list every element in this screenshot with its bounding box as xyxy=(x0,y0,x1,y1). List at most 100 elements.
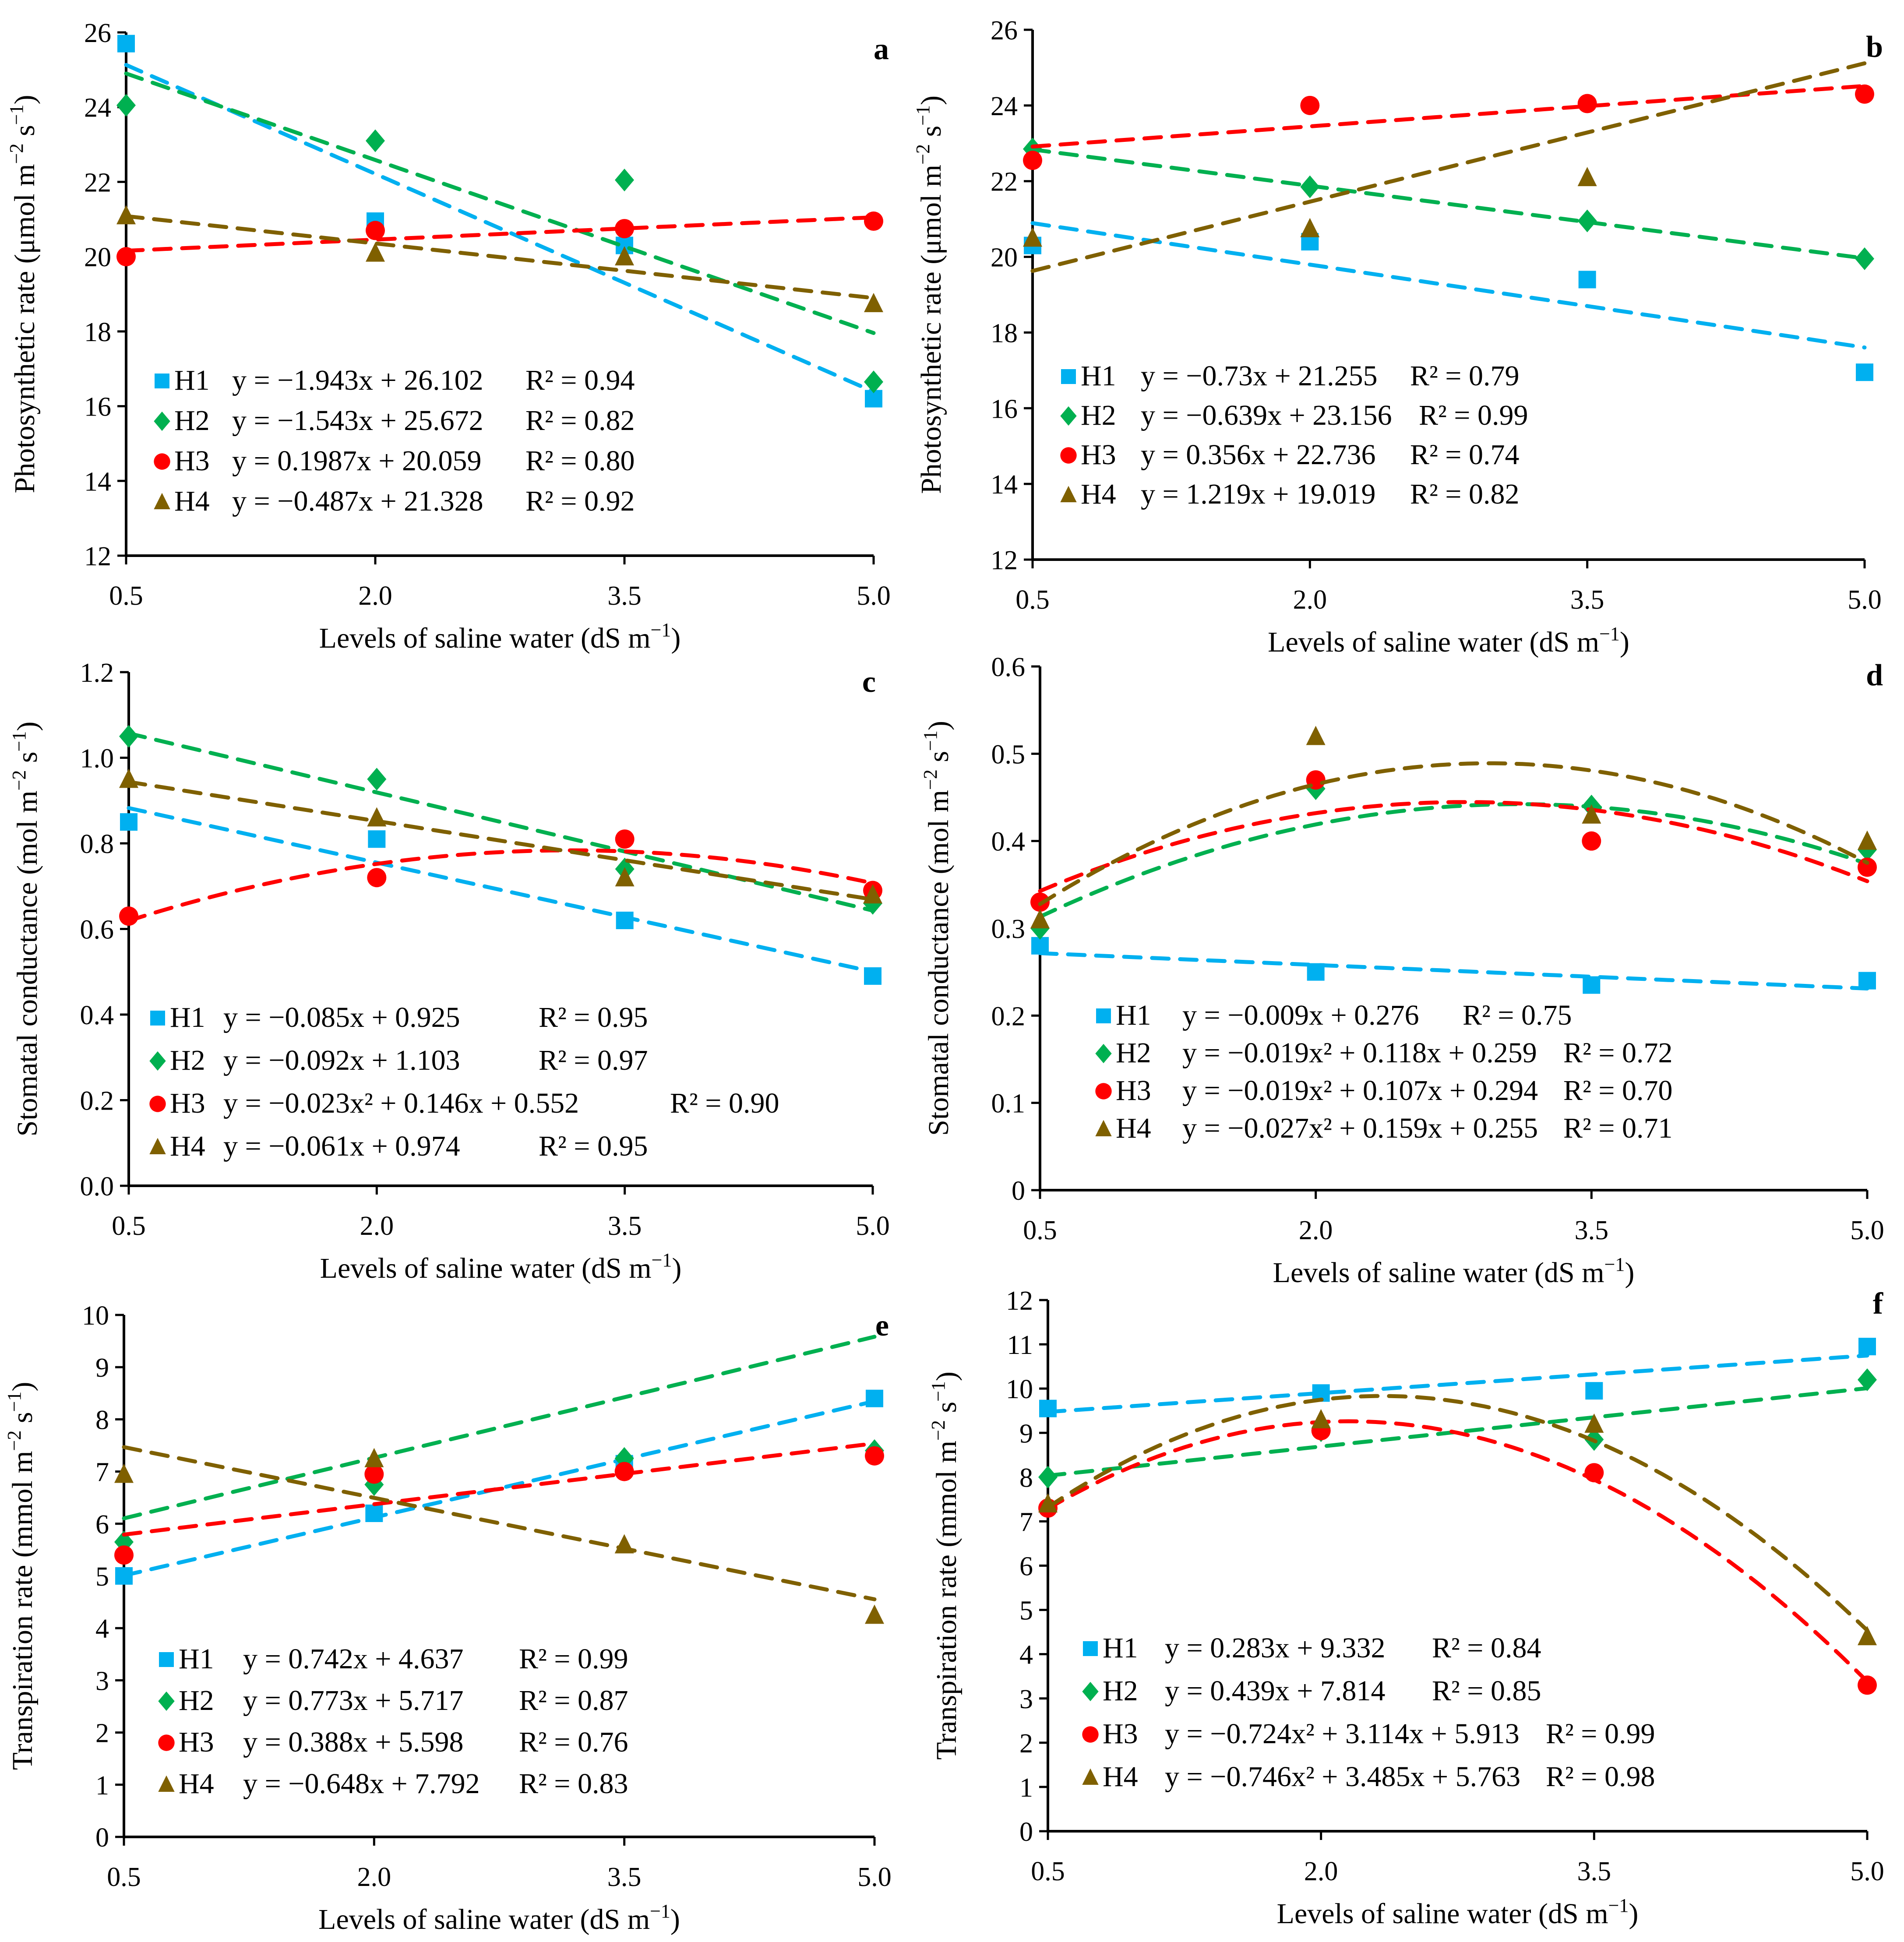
data-point-diamond-marker xyxy=(1855,247,1874,270)
legend-key-triangle-marker xyxy=(1060,486,1077,502)
legend-series-name: H1 xyxy=(170,1001,205,1033)
legend-r2: R² = 0.87 xyxy=(519,1685,628,1716)
data-point-triangle-marker xyxy=(1030,909,1050,929)
y-tick-label: 0.6 xyxy=(991,652,1026,682)
y-tick-label: 6 xyxy=(1019,1552,1033,1582)
trendline-H2 xyxy=(1046,1386,1869,1478)
y-tick-label: 0.2 xyxy=(80,1086,114,1116)
series-H3: H3 y = 0.1987x + 20.059 R² = 0.80 xyxy=(116,211,883,477)
legend-series-name: H1 xyxy=(1116,999,1151,1031)
x-tick-label: 3.5 xyxy=(607,581,642,611)
data-point-square-marker xyxy=(616,911,634,929)
x-tick-label: 3.5 xyxy=(1577,1857,1611,1886)
legend-equation: y = −1.543x + 25.672 xyxy=(232,405,483,437)
legend-equation: y = −0.061x + 0.974 xyxy=(223,1130,460,1162)
x-tick-label: 2.0 xyxy=(1299,1216,1333,1245)
y-tick-label: 0.3 xyxy=(991,914,1026,944)
y-tick-label: 0 xyxy=(1019,1817,1033,1847)
trendline-H4 xyxy=(124,214,876,300)
y-tick-label: 0 xyxy=(95,1823,109,1853)
series-H1: H1 y = 0.283x + 9.332 R² = 0.84 xyxy=(1039,1338,1876,1664)
y-tick-label: 0.2 xyxy=(991,1001,1026,1031)
series-H3: H3 y = −0.724x² + 3.114x + 5.913 R² = 0.99 xyxy=(1038,1419,1877,1750)
series-H3: H3 y = 0.356x + 22.736 R² = 0.74 xyxy=(1023,84,1874,471)
trendline-H4 xyxy=(1038,761,1869,906)
y-tick-label: 1 xyxy=(95,1771,109,1801)
data-point-circle-marker xyxy=(1858,1675,1877,1695)
legend-r2: R² = 0.82 xyxy=(525,405,635,437)
data-point-square-marker xyxy=(368,830,386,848)
data-point-diamond-marker xyxy=(864,370,883,394)
data-point-circle-marker xyxy=(116,247,136,267)
x-tick-label: 0.5 xyxy=(109,581,143,611)
legend-r2: R² = 0.75 xyxy=(1463,999,1572,1031)
y-tick-label: 12 xyxy=(1006,1286,1033,1316)
legend-series-name: H2 xyxy=(179,1685,214,1716)
legend-r2: R² = 0.99 xyxy=(1419,399,1528,431)
legend-key-diamond-marker xyxy=(1060,406,1077,426)
legend-r2: R² = 0.84 xyxy=(1432,1632,1541,1664)
y-tick-label: 22 xyxy=(991,167,1018,197)
y-tick-label: 7 xyxy=(95,1458,109,1487)
y-tick-label: 7 xyxy=(1019,1507,1033,1537)
y-tick-label: 5 xyxy=(1019,1596,1033,1626)
legend-series-name: H1 xyxy=(1081,360,1116,392)
trendline-H1 xyxy=(1046,1353,1869,1414)
trendline-H4 xyxy=(1030,61,1867,273)
trendline-H4 xyxy=(122,1445,877,1601)
panel-letter: c xyxy=(862,665,876,699)
data-point-diamond-marker xyxy=(1577,209,1597,233)
legend-key-diamond-marker xyxy=(154,411,170,431)
legend-equation: y = 0.1987x + 20.059 xyxy=(232,445,481,477)
legend-r2: R² = 0.90 xyxy=(670,1087,779,1119)
data-point-circle-marker xyxy=(1584,1463,1604,1483)
y-axis-title: Stomatal conductance (mol m−2 s−1) xyxy=(8,722,43,1137)
legend-r2: R² = 0.85 xyxy=(1432,1675,1541,1707)
y-tick-label: 10 xyxy=(1006,1375,1033,1404)
legend-series-name: H4 xyxy=(174,485,210,517)
legend-series-name: H3 xyxy=(179,1726,214,1758)
series-H4: H4 y = −0.487x + 21.328 R² = 0.92 xyxy=(116,205,883,517)
x-tick-label: 2.0 xyxy=(360,1211,394,1241)
series-H1: H1 y = −1.943x + 26.102 R² = 0.94 xyxy=(117,35,882,408)
legend-key-circle-marker xyxy=(149,1096,166,1112)
trendline-H2 xyxy=(127,731,875,913)
y-tick-label: 9 xyxy=(1019,1419,1033,1449)
series-H3: H3 y = 0.388x + 5.598 R² = 0.76 xyxy=(114,1442,884,1758)
y-tick-label: 0.5 xyxy=(991,740,1026,769)
series-H3: H3 y = −0.019x² + 0.107x + 0.294 R² = 0.70 xyxy=(1030,770,1877,1107)
x-tick-label: 3.5 xyxy=(608,1211,642,1241)
y-axis-title: Photosynthetic rate (μmol m−2 s−1) xyxy=(6,95,41,493)
legend-series-name: H2 xyxy=(1103,1675,1138,1707)
legend-key-square-marker xyxy=(155,374,169,388)
y-tick-label: 0.0 xyxy=(80,1172,114,1202)
y-tick-label: 14 xyxy=(991,470,1018,500)
series-H4: H4 y = −0.746x² + 3.485x + 5.763 R² = 0.98 xyxy=(1038,1394,1877,1793)
y-tick-label: 24 xyxy=(991,92,1018,121)
data-point-square-marker xyxy=(1858,972,1876,990)
y-tick-label: 14 xyxy=(84,467,111,497)
x-tick-label: 2.0 xyxy=(358,581,392,611)
trendline-H4 xyxy=(1046,1394,1869,1632)
legend-equation: y = 0.773x + 5.717 xyxy=(243,1685,463,1716)
x-tick-label: 0.5 xyxy=(107,1862,141,1892)
legend-key-triangle-marker xyxy=(1082,1768,1099,1785)
x-tick-label: 5.0 xyxy=(1850,1857,1884,1886)
data-point-circle-marker xyxy=(1300,95,1320,115)
series-H2: H2 y = −0.019x² + 0.118x + 0.259 R² = 0.72 xyxy=(1030,777,1877,1069)
legend-r2: R² = 0.99 xyxy=(1546,1718,1655,1750)
data-point-square-marker xyxy=(1858,1338,1876,1356)
y-tick-label: 8 xyxy=(1019,1463,1033,1493)
data-point-diamond-marker xyxy=(367,768,387,791)
panel-letter: d xyxy=(1866,659,1883,692)
y-tick-label: 6 xyxy=(95,1510,109,1540)
data-point-circle-marker xyxy=(1023,151,1042,170)
legend-series-name: H3 xyxy=(1081,439,1116,471)
data-point-triangle-marker xyxy=(863,884,882,904)
legend-equation: y = −0.648x + 7.792 xyxy=(243,1768,480,1800)
legend-key-triangle-marker xyxy=(149,1138,166,1154)
y-tick-label: 1.0 xyxy=(80,744,114,774)
y-tick-label: 8 xyxy=(95,1405,109,1435)
y-tick-label: 20 xyxy=(991,243,1018,273)
